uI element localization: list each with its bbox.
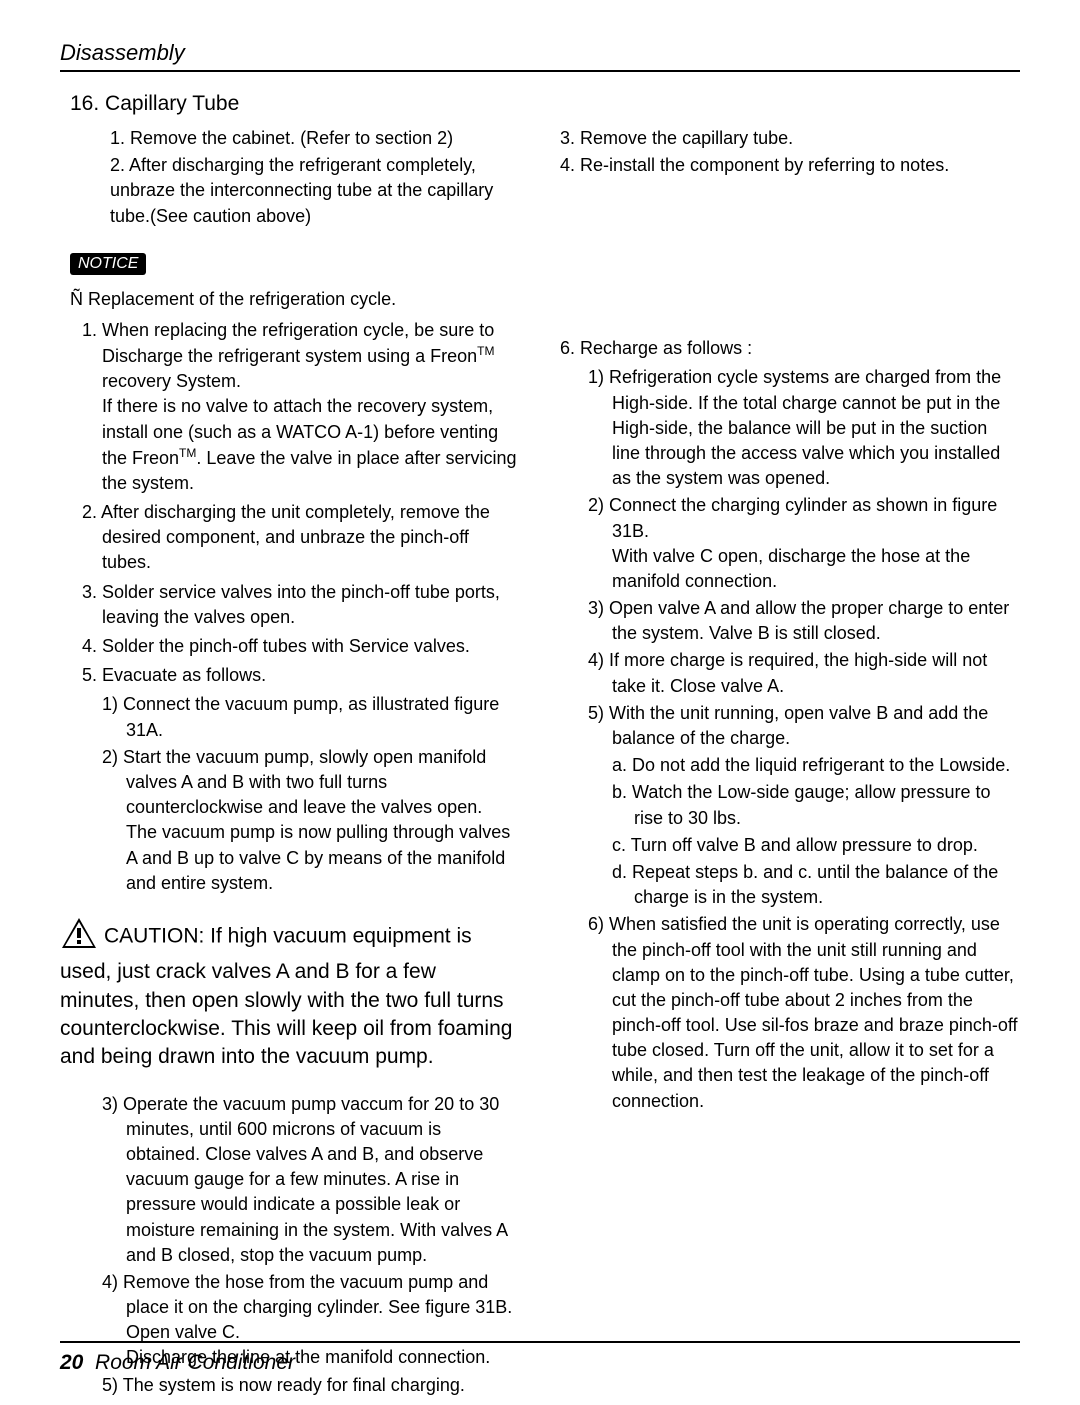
list-item: a. Do not add the liquid refrigerant to … — [612, 753, 1020, 778]
chapter-title: Disassembly — [60, 40, 1020, 66]
item-text: Remove the hose from the vacuum pump and… — [123, 1272, 512, 1342]
capillary-steps-left: 1. Remove the cabinet. (Refer to section… — [110, 126, 520, 229]
list-item: 2. After discharging the unit completely… — [82, 500, 520, 576]
item-text: Open valve A and allow the proper charge… — [609, 598, 1009, 643]
section-heading: 16. Capillary Tube — [70, 92, 520, 116]
item-text: Solder the pinch-off tubes with Service … — [102, 636, 470, 656]
item-label: c. — [612, 835, 626, 855]
item-text: After discharging the unit completely, r… — [101, 502, 490, 572]
list-item: 3. Remove the capillary tube. — [560, 126, 1020, 151]
item-label: a. — [612, 755, 627, 775]
list-item: 6) When satisfied the unit is operating … — [588, 912, 1020, 1114]
footer-title: Room Air Conditioner — [95, 1351, 295, 1374]
list-item: 3) Operate the vacuum pump vaccum for 20… — [102, 1092, 520, 1268]
page-number: 20 — [60, 1351, 83, 1374]
item-text: Refrigeration cycle systems are charged … — [609, 367, 1001, 488]
item-label: 3) — [588, 598, 604, 618]
list-item: 3. Solder service valves into the pinch-… — [82, 580, 520, 630]
caution-message: CAUTION: If high vacuum equipment is use… — [60, 925, 512, 1069]
right-column: 3. Remove the capillary tube. 4. Re-inst… — [560, 92, 1020, 1400]
item-label: 6) — [588, 914, 604, 934]
item-label: 1) — [588, 367, 604, 387]
item-text: Repeat steps b. and c. until the balance… — [632, 862, 998, 907]
list-item: 2) Connect the charging cylinder as show… — [588, 493, 1020, 594]
caution-text: CAUTION: If high vacuum equipment is use… — [60, 916, 520, 1072]
bullet-heading: Ñ Replacement of the refrigeration cycle… — [70, 289, 520, 310]
list-item: 5) With the unit running, open valve B a… — [588, 701, 1020, 751]
item-label: b. — [612, 782, 627, 802]
list-item: d. Repeat steps b. and c. until the bala… — [612, 860, 1020, 910]
item-text: With the unit running, open valve B and … — [609, 703, 988, 748]
letter-list: a. Do not add the liquid refrigerant to … — [612, 753, 1020, 910]
list-item: 3) Open valve A and allow the proper cha… — [588, 596, 1020, 646]
tm-mark: TM — [179, 446, 196, 460]
left-numbered-list: 1. When replacing the refrigeration cycl… — [82, 318, 520, 896]
item-text: Watch the Low-side gauge; allow pressure… — [632, 782, 991, 827]
item-label: 1. — [82, 320, 97, 340]
page-content: 16. Capillary Tube 1. Remove the cabinet… — [60, 92, 1020, 1400]
left-column: 16. Capillary Tube 1. Remove the cabinet… — [60, 92, 520, 1400]
list-item: 4. Solder the pinch-off tubes with Servi… — [82, 634, 520, 659]
item-text: When replacing the refrigeration cycle, … — [102, 320, 494, 366]
item-extra: If there is no valve to attach the recov… — [102, 394, 520, 496]
item-text: Operate the vacuum pump vaccum for 20 to… — [123, 1094, 507, 1265]
item-text: Do not add the liquid refrigerant to the… — [632, 755, 1010, 775]
item-label: 2. — [82, 502, 97, 522]
footer-text: 20 Room Air Conditioner — [60, 1351, 1020, 1375]
item-text: If more charge is required, the high-sid… — [609, 650, 987, 695]
item-continuation: recovery System. — [102, 369, 520, 394]
item-label: 4) — [102, 1272, 118, 1292]
list-item: 1) Connect the vacuum pump, as illustrat… — [102, 692, 520, 742]
warning-icon — [60, 916, 98, 958]
item-label: 5) — [588, 703, 604, 723]
section-title-text: Capillary Tube — [105, 92, 239, 115]
list-item: b. Watch the Low-side gauge; allow press… — [612, 780, 1020, 830]
item-text: Turn off valve B and allow pressure to d… — [631, 835, 978, 855]
recharge-steps: 1) Refrigeration cycle systems are charg… — [588, 365, 1020, 1113]
tm-mark: TM — [477, 344, 494, 358]
capillary-steps-right: 3. Remove the capillary tube. 4. Re-inst… — [560, 126, 1020, 178]
item-text: The system is now ready for final chargi… — [123, 1375, 465, 1395]
page-footer: 20 Room Air Conditioner — [60, 1341, 1020, 1375]
sub-numbered-list: 1) Connect the vacuum pump, as illustrat… — [102, 692, 520, 896]
list-item: 4. Re-install the component by referring… — [560, 153, 1020, 178]
item-text: Connect the vacuum pump, as illustrated … — [123, 694, 499, 739]
recharge-section: 6. Recharge as follows : 1) Refrigeratio… — [560, 338, 1020, 1113]
page-header: Disassembly — [60, 40, 1020, 72]
section-number: 16. — [70, 92, 99, 115]
item-label: 3) — [102, 1094, 118, 1114]
item-label: 2) — [588, 495, 604, 515]
item-label: 5) — [102, 1375, 118, 1395]
item-label: 3. — [82, 582, 97, 602]
notice-badge: NOTICE — [70, 253, 146, 275]
list-item: c. Turn off valve B and allow pressure t… — [612, 833, 1020, 858]
item-text: Evacuate as follows. — [102, 665, 266, 685]
caution-box: CAUTION: If high vacuum equipment is use… — [60, 916, 520, 1072]
item-label: d. — [612, 862, 627, 882]
list-item: 5. Evacuate as follows. — [82, 663, 520, 688]
item-label: 4) — [588, 650, 604, 670]
item-text: Connect the charging cylinder as shown i… — [609, 495, 997, 540]
item-continuation: The vacuum pump is now pulling through v… — [126, 820, 520, 896]
list-item: 1. Remove the cabinet. (Refer to section… — [110, 126, 520, 151]
list-item: 2. After discharging the refrigerant com… — [110, 153, 520, 229]
item-text: Start the vacuum pump, slowly open manif… — [123, 747, 486, 817]
item-label: 5. — [82, 665, 97, 685]
item-text: Solder service valves into the pinch-off… — [102, 582, 500, 627]
bullet-text: Ñ Replacement of the refrigeration cycle… — [70, 289, 396, 309]
item-continuation: With valve C open, discharge the hose at… — [612, 544, 1020, 594]
item-label: 2) — [102, 747, 118, 767]
list-item: 4) If more charge is required, the high-… — [588, 648, 1020, 698]
recharge-title: 6. Recharge as follows : — [560, 338, 1020, 359]
list-item: 2) Start the vacuum pump, slowly open ma… — [102, 745, 520, 896]
item-label: 1) — [102, 694, 118, 714]
list-item: 1) Refrigeration cycle systems are charg… — [588, 365, 1020, 491]
list-item: 1. When replacing the refrigeration cycl… — [82, 318, 520, 496]
item-label: 4. — [82, 636, 97, 656]
list-item: 5) The system is now ready for final cha… — [102, 1373, 520, 1398]
item-text: When satisfied the unit is operating cor… — [609, 914, 1018, 1110]
